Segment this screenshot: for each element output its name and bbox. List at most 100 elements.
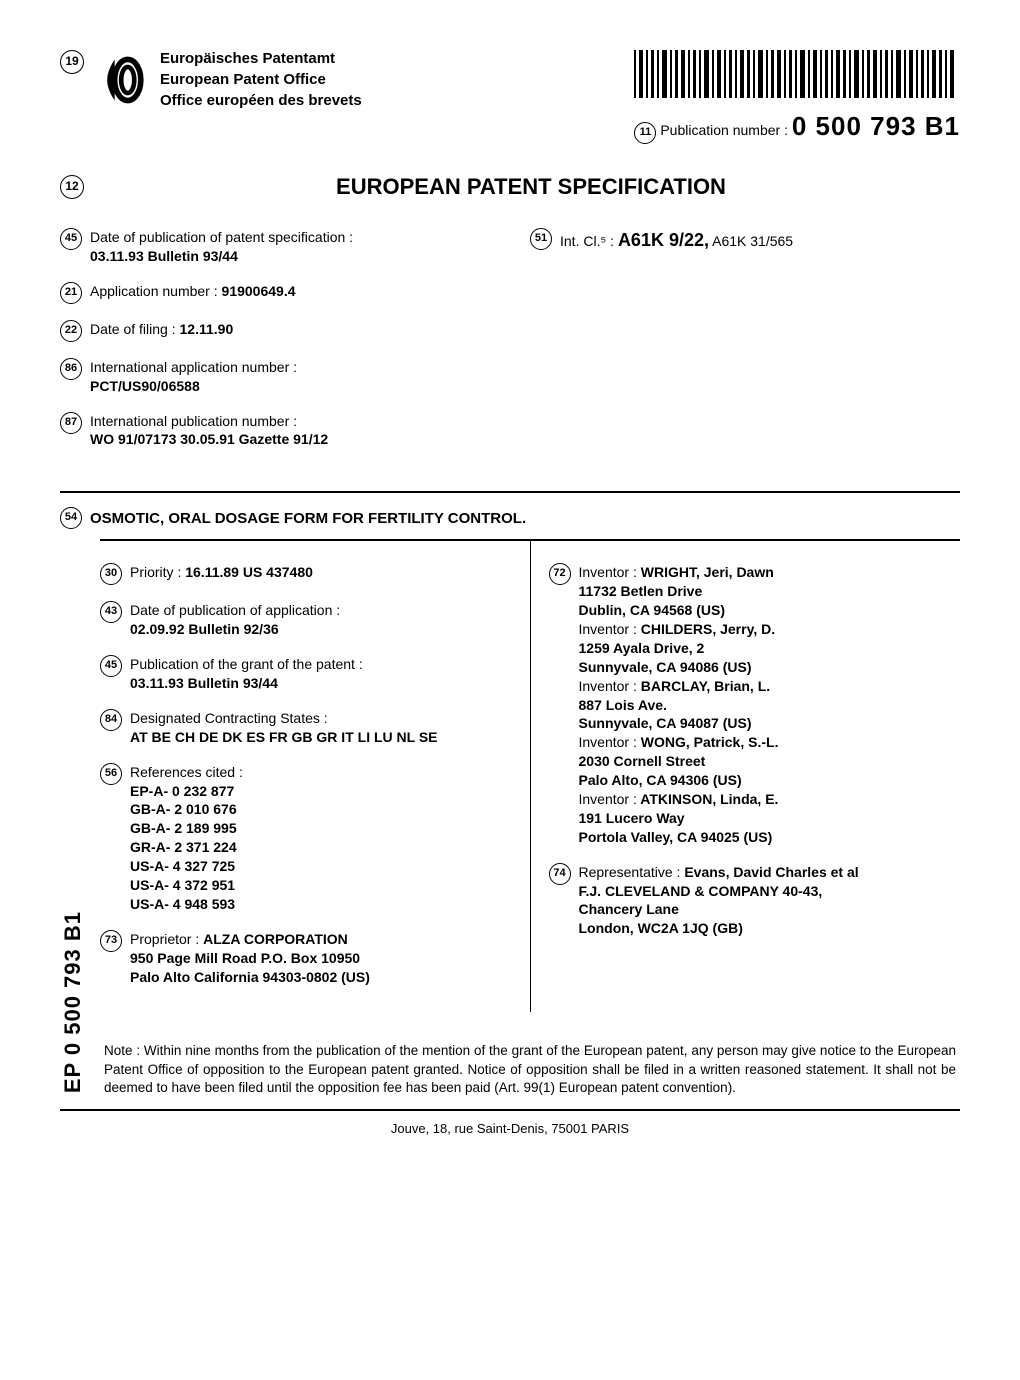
field-30-value: 16.11.89 US 437480 bbox=[185, 564, 313, 580]
header-right: 11 Publication number : 0 500 793 B1 bbox=[634, 50, 960, 144]
representative-name: Evans, David Charles et al bbox=[684, 864, 858, 880]
office-name-de: Europäisches Patentamt bbox=[160, 50, 362, 67]
ref-item: US-A- 4 372 951 bbox=[130, 876, 243, 895]
field-45-circle: 45 bbox=[60, 228, 82, 250]
lower-left-col: 30 Priority : 16.11.89 US 437480 43 Date… bbox=[100, 541, 530, 1012]
field-86-circle: 86 bbox=[60, 358, 82, 380]
lower-grid: 30 Priority : 16.11.89 US 437480 43 Date… bbox=[100, 539, 960, 1012]
biblio-left-col: 45 Date of publication of patent specifi… bbox=[60, 228, 490, 465]
field-22: 22 Date of filing : 12.11.90 bbox=[60, 320, 490, 342]
field-45b-label: Publication of the grant of the patent : bbox=[130, 656, 363, 672]
field-56: 56 References cited : EP-A- 0 232 877 GB… bbox=[100, 763, 512, 914]
field-87-label: International publication number : bbox=[90, 413, 297, 429]
ref-item: US-A- 4 327 725 bbox=[130, 857, 243, 876]
footer: Jouve, 18, rue Saint-Denis, 75001 PARIS bbox=[60, 1121, 960, 1136]
field-86-value: PCT/US90/06588 bbox=[90, 378, 200, 394]
field-19-circle: 19 bbox=[60, 50, 84, 74]
biblio-right-col: 51 Int. Cl.⁵ : A61K 9/22, A61K 31/565 bbox=[530, 228, 960, 465]
office-name-fr: Office européen des brevets bbox=[160, 92, 362, 109]
logo-box: Europäisches Patentamt European Patent O… bbox=[96, 50, 362, 109]
rep-addr2: Chancery Lane bbox=[579, 901, 679, 917]
field-43-label: Date of publication of application : bbox=[130, 602, 340, 618]
header-row: 19 Europäisches Patentamt European Paten… bbox=[60, 50, 960, 144]
field-73-label: Proprietor : bbox=[130, 931, 199, 947]
pub-label: Publication number : bbox=[660, 122, 788, 138]
lower-wrap: EP 0 500 793 B1 30 Priority : 16.11.89 U… bbox=[60, 539, 960, 1097]
field-21: 21 Application number : 91900649.4 bbox=[60, 282, 490, 304]
field-21-label: Application number : bbox=[90, 283, 218, 299]
ref-item: GB-A- 2 189 995 bbox=[130, 819, 243, 838]
field-30-text: Priority : 16.11.89 US 437480 bbox=[130, 563, 313, 582]
field-22-label: Date of filing : bbox=[90, 321, 176, 337]
divider-bottom bbox=[60, 1109, 960, 1111]
doc-title: EUROPEAN PATENT SPECIFICATION bbox=[102, 174, 960, 200]
proprietor-addr1: 950 Page Mill Road P.O. Box 10950 bbox=[130, 950, 360, 966]
note-box: Note : Within nine months from the publi… bbox=[100, 1042, 960, 1097]
field-45b-circle: 45 bbox=[100, 655, 122, 677]
ref-item: EP-A- 0 232 877 bbox=[130, 782, 243, 801]
pub-number: 0 500 793 B1 bbox=[792, 111, 960, 141]
publication-line: 11 Publication number : 0 500 793 B1 bbox=[634, 111, 960, 144]
field-45b: 45 Publication of the grant of the paten… bbox=[100, 655, 512, 693]
proprietor-addr2: Palo Alto California 94303-0802 (US) bbox=[130, 969, 370, 985]
field-84-label: Designated Contracting States : bbox=[130, 710, 328, 726]
note-text: Note : Within nine months from the publi… bbox=[104, 1042, 956, 1097]
spine-text: EP 0 500 793 B1 bbox=[60, 911, 86, 1093]
references-list: EP-A- 0 232 877 GB-A- 2 010 676 GB-A- 2 … bbox=[130, 782, 243, 914]
rep-addr3: London, WC2A 1JQ (GB) bbox=[579, 920, 743, 936]
field-43-circle: 43 bbox=[100, 601, 122, 623]
doc-title-row: 12 EUROPEAN PATENT SPECIFICATION bbox=[60, 174, 960, 200]
field-87: 87 International publication number : WO… bbox=[60, 412, 490, 450]
field-86-label: International application number : bbox=[90, 359, 297, 375]
field-86: 86 International application number : PC… bbox=[60, 358, 490, 396]
field-73-text: Proprietor : ALZA CORPORATION 950 Page M… bbox=[130, 930, 370, 987]
field-22-value: 12.11.90 bbox=[180, 321, 234, 337]
ref-item: GR-A- 2 371 224 bbox=[130, 838, 243, 857]
field-30-circle: 30 bbox=[100, 563, 122, 585]
field-30-label: Priority : bbox=[130, 564, 181, 580]
field-74-text: Representative : Evans, David Charles et… bbox=[579, 863, 859, 939]
divider-1 bbox=[60, 491, 960, 493]
office-name-en: European Patent Office bbox=[160, 71, 362, 88]
field-45-text: Date of publication of patent specificat… bbox=[90, 228, 353, 266]
field-84-value: AT BE CH DE DK ES FR GB GR IT LI LU NL S… bbox=[130, 729, 438, 745]
field-74-label: Representative : bbox=[579, 864, 681, 880]
field-87-value: WO 91/07173 30.05.91 Gazette 91/12 bbox=[90, 431, 328, 447]
field-74-circle: 74 bbox=[549, 863, 571, 885]
field-56-text: References cited : EP-A- 0 232 877 GB-A-… bbox=[130, 763, 243, 914]
field-22-circle: 22 bbox=[60, 320, 82, 342]
field-45-value: 03.11.93 Bulletin 93/44 bbox=[90, 248, 238, 264]
field-87-circle: 87 bbox=[60, 412, 82, 434]
field-11-circle: 11 bbox=[634, 122, 656, 144]
field-56-label: References cited : bbox=[130, 764, 243, 780]
inventors-block: Inventor : WRIGHT, Jeri, Dawn11732 Betle… bbox=[579, 563, 779, 846]
field-21-value: 91900649.4 bbox=[222, 283, 296, 299]
field-51-label: Int. Cl.⁵ : bbox=[560, 233, 614, 249]
ref-item: US-A- 4 948 593 bbox=[130, 895, 243, 914]
field-51-main: A61K 9/22, bbox=[618, 230, 709, 250]
field-51-rest: A61K 31/565 bbox=[712, 233, 793, 249]
field-43-value: 02.09.92 Bulletin 92/36 bbox=[130, 621, 279, 637]
field-51: 51 Int. Cl.⁵ : A61K 9/22, A61K 31/565 bbox=[530, 228, 960, 252]
field-43-text: Date of publication of application : 02.… bbox=[130, 601, 340, 639]
field-43: 43 Date of publication of application : … bbox=[100, 601, 512, 639]
field-72-circle: 72 bbox=[549, 563, 571, 585]
field-72: 72 Inventor : WRIGHT, Jeri, Dawn11732 Be… bbox=[549, 563, 961, 846]
field-22-text: Date of filing : 12.11.90 bbox=[90, 320, 233, 339]
field-86-text: International application number : PCT/U… bbox=[90, 358, 297, 396]
biblio-top: 45 Date of publication of patent specifi… bbox=[60, 228, 960, 465]
invention-title: OSMOTIC, ORAL DOSAGE FORM FOR FERTILITY … bbox=[90, 510, 526, 527]
field-21-circle: 21 bbox=[60, 282, 82, 304]
field-51-text: Int. Cl.⁵ : A61K 9/22, A61K 31/565 bbox=[560, 228, 793, 252]
field-73-circle: 73 bbox=[100, 930, 122, 952]
invention-title-row: 54 OSMOTIC, ORAL DOSAGE FORM FOR FERTILI… bbox=[60, 497, 960, 539]
field-45-label: Date of publication of patent specificat… bbox=[90, 229, 353, 245]
rep-addr1: F.J. CLEVELAND & COMPANY 40-43, bbox=[579, 883, 823, 899]
field-84: 84 Designated Contracting States : AT BE… bbox=[100, 709, 512, 747]
field-84-text: Designated Contracting States : AT BE CH… bbox=[130, 709, 438, 747]
field-45b-value: 03.11.93 Bulletin 93/44 bbox=[130, 675, 278, 691]
field-84-circle: 84 bbox=[100, 709, 122, 731]
ref-item: GB-A- 2 010 676 bbox=[130, 800, 243, 819]
field-56-circle: 56 bbox=[100, 763, 122, 785]
field-73: 73 Proprietor : ALZA CORPORATION 950 Pag… bbox=[100, 930, 512, 987]
